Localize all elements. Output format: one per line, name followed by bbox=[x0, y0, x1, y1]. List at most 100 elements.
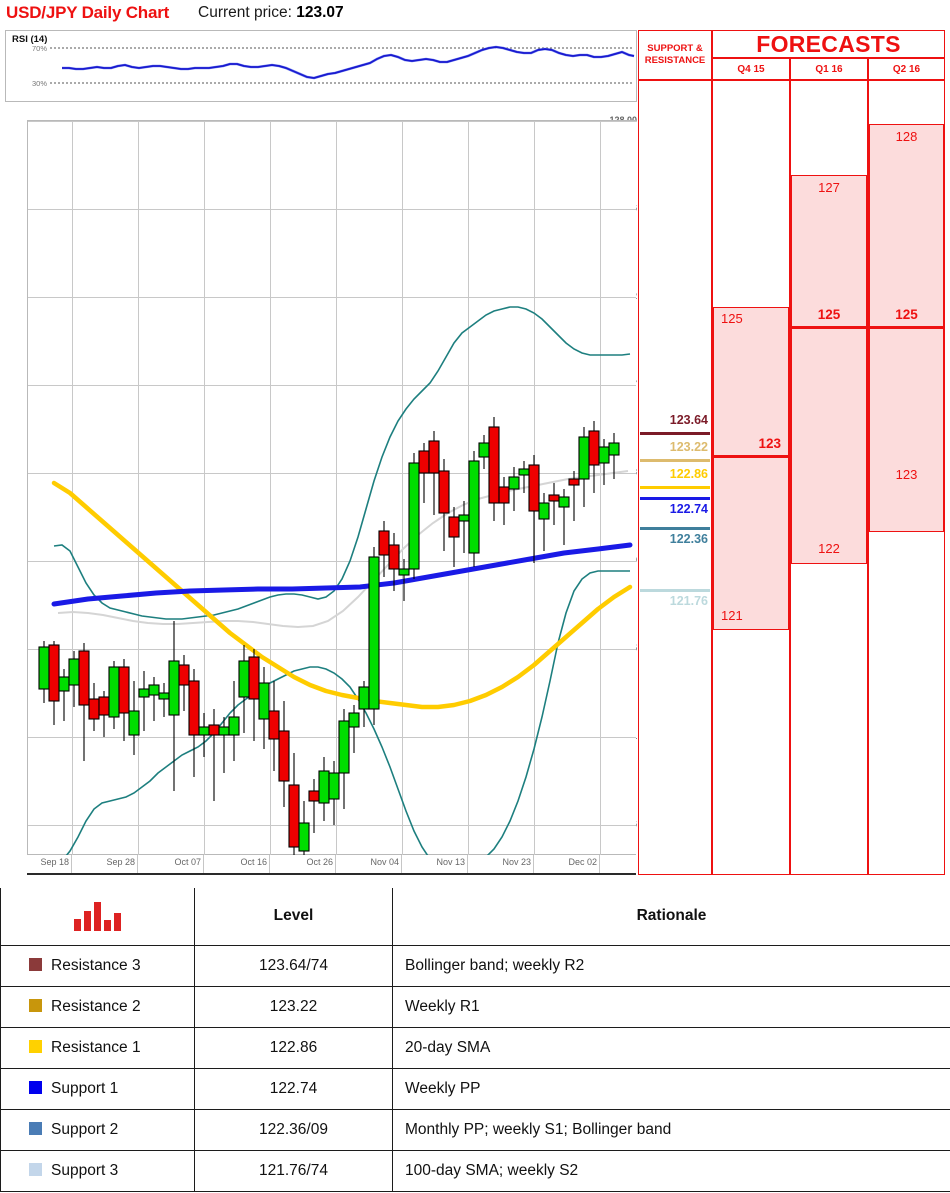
forecast-high-q4-15: 125 bbox=[721, 311, 743, 326]
row-level: 123.64/74 bbox=[194, 944, 393, 987]
x-axis-tick bbox=[401, 855, 402, 873]
row-rationale: Weekly R1 bbox=[392, 985, 950, 1028]
row-label: Resistance 3 bbox=[51, 956, 141, 974]
x-axis-tick bbox=[599, 855, 600, 873]
table-row[interactable]: Support 3 121.76/74 100-day SMA; weekly … bbox=[0, 1149, 950, 1192]
forecast-mid-q1-16: 125 bbox=[817, 307, 841, 322]
level-value-support-2: 122.36 bbox=[669, 532, 708, 546]
x-axis-label: Oct 16 bbox=[240, 857, 267, 867]
row-name-cell: Support 2 bbox=[0, 1108, 195, 1151]
current-price: Current price: 123.07 bbox=[198, 4, 344, 22]
forecast-low-q1-16: 122 bbox=[818, 541, 840, 556]
color-swatch-support-3 bbox=[29, 1162, 42, 1176]
candlestick-chart bbox=[28, 121, 636, 855]
current-price-value: 123.07 bbox=[296, 4, 344, 21]
page-header: USD/JPY Daily Chart Current price: 123.0… bbox=[0, 0, 950, 30]
forecast-low-q2-16: 123 bbox=[895, 467, 918, 482]
x-axis-tick bbox=[533, 855, 534, 873]
row-name-cell: Support 3 bbox=[0, 1149, 195, 1192]
table-row[interactable]: Support 1 122.74 Weekly PP bbox=[0, 1067, 950, 1110]
x-axis-tick bbox=[71, 855, 72, 873]
forecast-mid-bar-q2-16 bbox=[869, 326, 944, 329]
page-title: USD/JPY Daily Chart bbox=[6, 3, 170, 22]
levels-table: Level Rationale Resistance 3 123.64/74 B… bbox=[0, 888, 950, 1193]
row-rationale: 20-day SMA bbox=[392, 1026, 950, 1069]
level-value-resistance-3: 123.64 bbox=[669, 413, 708, 427]
level-value-support-1: 122.74 bbox=[669, 502, 708, 516]
level-value-resistance-2: 123.22 bbox=[669, 440, 708, 454]
level-value-support-3: 121.76 bbox=[669, 594, 708, 608]
table-row[interactable]: Resistance 2 123.22 Weekly R1 bbox=[0, 985, 950, 1028]
level-line-support-1 bbox=[640, 497, 710, 500]
color-swatch-support-1 bbox=[29, 1080, 42, 1094]
forecast-current-q4-15: 123 bbox=[758, 436, 781, 451]
forecast-low-q4-15: 121 bbox=[721, 608, 743, 623]
rsi-line-chart bbox=[50, 45, 635, 84]
level-line-support-3 bbox=[640, 589, 710, 592]
table-header-level: Level bbox=[194, 888, 393, 946]
rsi-label: RSI (14) bbox=[12, 34, 48, 45]
table-row[interactable]: Resistance 1 122.86 20-day SMA bbox=[0, 1026, 950, 1069]
x-axis-label: Oct 07 bbox=[174, 857, 201, 867]
row-name-cell: Support 1 bbox=[0, 1067, 195, 1110]
row-rationale: 100-day SMA; weekly S2 bbox=[392, 1149, 950, 1192]
rsi-panel: RSI (14) 70% 30% bbox=[5, 30, 637, 102]
price-chart-panel: 128.00 126.76 125.52 124.27 123.03 121.7… bbox=[5, 112, 637, 875]
forecast-top-q2-16: 128 bbox=[895, 129, 918, 144]
sr-column-body bbox=[638, 80, 712, 875]
x-axis-tick bbox=[203, 855, 204, 873]
bar-chart-icon bbox=[9, 901, 186, 932]
level-line-resistance-1 bbox=[640, 486, 710, 489]
forecast-mid-bar-q1-16 bbox=[791, 326, 867, 329]
x-axis-label: Nov 23 bbox=[502, 857, 531, 867]
forecast-col-header-q2-16: Q2 16 bbox=[868, 58, 945, 80]
row-name-cell: Resistance 3 bbox=[0, 944, 195, 987]
forecasts-title: FORECASTS bbox=[712, 30, 945, 58]
rsi-lower-label: 30% bbox=[32, 79, 48, 88]
x-axis-label: Nov 04 bbox=[370, 857, 399, 867]
table-row[interactable]: Resistance 3 123.64/74 Bollinger band; w… bbox=[0, 944, 950, 987]
rsi-upper-label: 70% bbox=[32, 44, 48, 53]
x-axis-label: Nov 13 bbox=[436, 857, 465, 867]
row-rationale: Monthly PP; weekly S1; Bollinger band bbox=[392, 1108, 950, 1151]
row-rationale: Weekly PP bbox=[392, 1067, 950, 1110]
x-axis-tick bbox=[137, 855, 138, 873]
forecast-range-q1-16 bbox=[791, 175, 867, 564]
x-axis-tick bbox=[269, 855, 270, 873]
sr-header-line2: RESISTANCE bbox=[644, 55, 706, 66]
row-name-cell: Resistance 1 bbox=[0, 1026, 195, 1069]
x-axis-label: Dec 02 bbox=[568, 857, 597, 867]
row-label: Support 3 bbox=[51, 1161, 119, 1179]
color-swatch-support-2 bbox=[29, 1121, 42, 1135]
support-resistance-header: SUPPORT & RESISTANCE bbox=[638, 30, 712, 80]
table-icon-cell bbox=[0, 888, 195, 946]
current-price-label: Current price: bbox=[198, 4, 292, 21]
row-level: 121.76/74 bbox=[194, 1149, 393, 1192]
x-axis-label: Sep 18 bbox=[40, 857, 69, 867]
row-level: 122.74 bbox=[194, 1067, 393, 1110]
level-line-resistance-2 bbox=[640, 459, 710, 462]
row-label: Resistance 2 bbox=[51, 997, 141, 1015]
support-resistance-forecast-panel: SUPPORT & RESISTANCE FORECASTS Q4 15 Q1 … bbox=[638, 30, 945, 875]
row-label: Support 1 bbox=[51, 1079, 119, 1097]
x-axis: Sep 18 Sep 28 Oct 07 Oct 16 Oct 26 Nov 0… bbox=[27, 855, 636, 875]
price-plot-area bbox=[27, 120, 636, 855]
forecast-mid-q2-16: 125 bbox=[895, 307, 918, 322]
table-header-rationale: Rationale bbox=[392, 888, 950, 946]
table-header-row: Level Rationale bbox=[0, 888, 950, 946]
row-level: 122.36/09 bbox=[194, 1108, 393, 1151]
x-axis-label: Oct 26 bbox=[306, 857, 333, 867]
row-label: Support 2 bbox=[51, 1120, 119, 1138]
forecast-top-q1-16: 127 bbox=[818, 180, 840, 195]
forecast-range-q4-15 bbox=[713, 307, 789, 630]
row-level: 123.22 bbox=[194, 985, 393, 1028]
forecast-col-header-q4-15: Q4 15 bbox=[712, 58, 790, 80]
level-line-support-2 bbox=[640, 527, 710, 530]
sr-header-line1: SUPPORT & bbox=[647, 43, 703, 54]
x-axis-tick bbox=[335, 855, 336, 873]
row-name-cell: Resistance 2 bbox=[0, 985, 195, 1028]
forecast-current-bar-q4-15 bbox=[713, 455, 789, 458]
color-swatch-resistance-1 bbox=[29, 1039, 42, 1053]
x-axis-tick bbox=[467, 855, 468, 873]
table-row[interactable]: Support 2 122.36/09 Monthly PP; weekly S… bbox=[0, 1108, 950, 1151]
